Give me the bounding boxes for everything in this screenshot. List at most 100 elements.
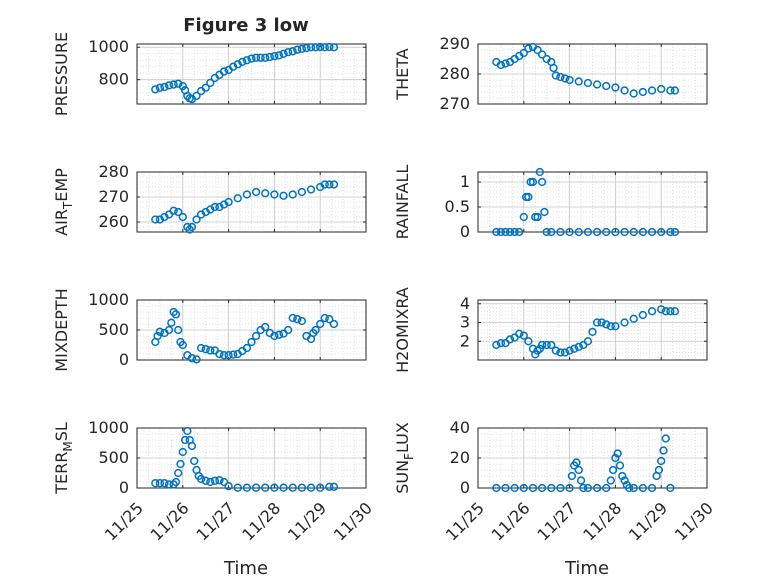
data-point — [556, 348, 565, 357]
data-point — [611, 83, 620, 92]
data-point — [602, 483, 611, 493]
data-point — [293, 315, 302, 324]
data-point — [183, 222, 192, 232]
data-point — [192, 91, 201, 101]
data-point — [565, 75, 574, 85]
data-point — [178, 212, 187, 222]
data-point — [666, 483, 675, 493]
data-point — [265, 52, 274, 62]
data-point — [647, 483, 657, 493]
data-point — [583, 227, 593, 237]
tick-marks — [136, 299, 367, 361]
data-point — [320, 313, 329, 323]
x-tick-label: 11/29 — [625, 498, 671, 544]
data-point — [224, 197, 233, 207]
data-point — [151, 85, 160, 94]
data-point — [279, 191, 288, 200]
y-tick-label: 290 — [439, 34, 470, 53]
data-point — [501, 227, 510, 237]
data-point — [661, 434, 670, 443]
y-axis-label-0: PRESSURE — [52, 32, 71, 116]
data-series — [492, 167, 680, 237]
data-point — [178, 82, 187, 91]
data-point — [606, 322, 615, 331]
data-point — [510, 227, 519, 237]
data-point — [283, 47, 293, 57]
data-point — [247, 337, 256, 347]
data-point — [602, 320, 611, 329]
x-tick-label: 11/30 — [330, 498, 376, 544]
data-point — [169, 480, 178, 489]
axes-box — [477, 171, 708, 233]
data-point — [565, 483, 574, 493]
data-point — [297, 187, 307, 197]
data-point — [206, 78, 215, 88]
data-point — [174, 79, 183, 88]
data-point — [196, 343, 206, 353]
data-point — [210, 202, 220, 212]
data-point — [316, 319, 325, 329]
data-point — [583, 78, 593, 88]
data-point — [657, 456, 666, 466]
data-point — [620, 318, 629, 327]
tick-marks — [136, 171, 367, 232]
data-point — [519, 483, 528, 493]
data-point — [171, 477, 181, 487]
data-point — [501, 483, 510, 493]
data-point — [274, 51, 284, 60]
data-series — [492, 42, 680, 98]
data-point — [251, 53, 261, 62]
data-point — [519, 212, 528, 222]
data-point — [224, 351, 233, 360]
data-point — [657, 84, 666, 94]
data-point — [629, 227, 638, 237]
data-point — [574, 342, 583, 352]
y-tick-label: 800 — [98, 70, 129, 89]
y-tick-label: 0 — [460, 478, 470, 497]
data-point — [560, 74, 570, 83]
data-point — [242, 483, 252, 492]
subplot-pressure: 800 1000 PRESSURE — [52, 32, 367, 116]
y-axis-label-1: THETA — [393, 48, 412, 100]
data-point — [215, 349, 224, 359]
data-point — [293, 45, 302, 54]
data-point — [178, 340, 187, 350]
data-point — [496, 227, 506, 237]
data-point — [270, 331, 279, 341]
data-point — [551, 346, 561, 355]
data-point — [556, 227, 565, 237]
data-point — [524, 192, 533, 202]
data-point — [155, 479, 165, 488]
data-point — [201, 476, 210, 485]
data-point — [666, 227, 675, 237]
data-point — [151, 479, 160, 488]
data-point — [288, 47, 297, 56]
data-point — [574, 465, 583, 475]
data-point — [270, 483, 279, 492]
data-point — [279, 483, 288, 492]
data-point — [629, 483, 638, 493]
data-point — [602, 81, 611, 91]
data-point — [556, 483, 565, 493]
y-tick-label: 0.5 — [445, 197, 470, 216]
data-point — [528, 483, 538, 493]
y-tick-label: 270 — [439, 94, 470, 113]
data-point — [647, 307, 657, 316]
data-point — [169, 206, 178, 215]
data-series — [151, 42, 339, 104]
y-tick-label: 1 — [460, 172, 470, 191]
data-point — [583, 337, 593, 346]
data-point — [288, 483, 297, 492]
x-axis-label-right: Time — [564, 558, 609, 579]
data-point — [492, 227, 501, 237]
axes-box — [136, 43, 367, 105]
tick-marks — [477, 427, 708, 489]
data-point — [167, 318, 176, 327]
subplot-sun-flux: 0 20 40 SUNFLUX 11/25 11/26 11/27 11/28 11/29 11/… — [393, 418, 717, 545]
data-point — [542, 340, 551, 350]
x-tick-label: 11/28 — [238, 498, 284, 544]
x-tick-label: 11/28 — [579, 498, 625, 544]
data-point — [261, 322, 270, 332]
